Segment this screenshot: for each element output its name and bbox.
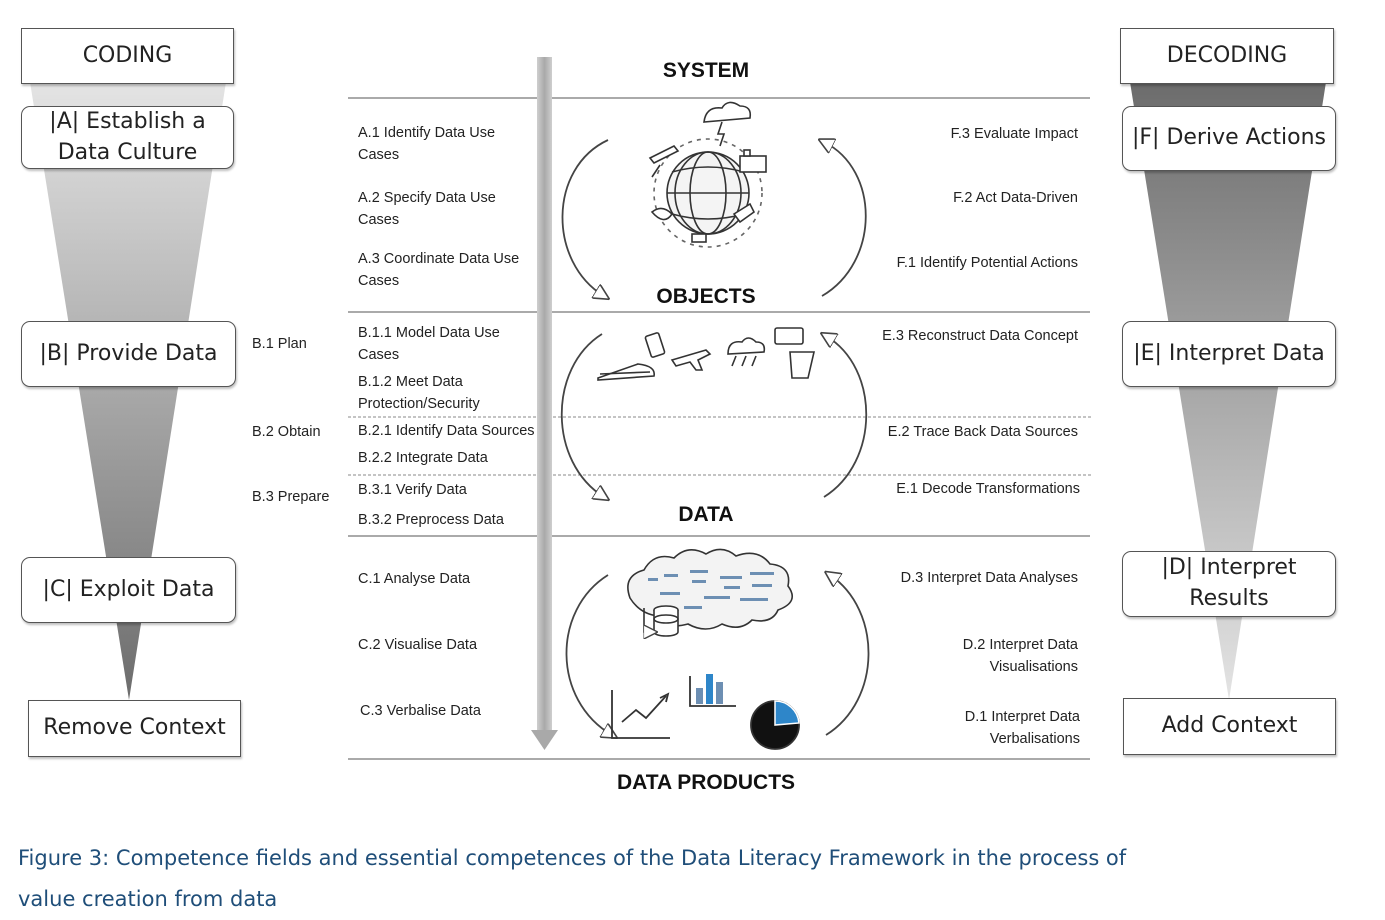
data-products-illustration xyxy=(612,674,799,749)
cycle-arrow-coding-data xyxy=(566,575,612,735)
stage-objects: OBJECTS xyxy=(656,285,755,309)
competence-e3: E.3 Reconstruct Data Concept xyxy=(850,325,1078,347)
competence-d2: D.2 Interpret Data Visualisations xyxy=(930,634,1078,678)
competence-f1: F.1 Identify Potential Actions xyxy=(860,252,1078,274)
b-group-plan: B.1 Plan xyxy=(252,333,307,355)
competence-d3: D.3 Interpret Data Analyses xyxy=(850,567,1078,589)
objects-icons-illustration xyxy=(598,328,814,380)
coding-header: CODING xyxy=(21,28,234,84)
competence-b21: B.2.1 Identify Data Sources xyxy=(358,420,535,442)
competence-e1: E.1 Decode Transformations xyxy=(850,478,1080,500)
competence-a2: A.2 Specify Data Use Cases xyxy=(358,187,528,231)
figure-caption: Figure 3: Competence fields and essentia… xyxy=(18,838,1138,920)
field-e-interpret-data: |E| Interpret Data xyxy=(1122,321,1336,387)
competence-b32: B.3.2 Preprocess Data xyxy=(358,509,504,531)
system-globe-illustration xyxy=(650,102,766,247)
competence-a1: A.1 Identify Data Use Cases xyxy=(358,122,528,166)
b-group-obtain: B.2 Obtain xyxy=(252,421,321,443)
competence-c1: C.1 Analyse Data xyxy=(358,568,470,590)
competence-a3: A.3 Coordinate Data Use Cases xyxy=(358,248,528,292)
competence-b31: B.3.1 Verify Data xyxy=(358,479,467,501)
competence-c3: C.3 Verbalise Data xyxy=(360,700,481,722)
add-context-box: Add Context xyxy=(1123,698,1336,755)
decoding-header: DECODING xyxy=(1120,28,1334,84)
competence-b22: B.2.2 Integrate Data xyxy=(358,447,488,469)
data-cloud-illustration xyxy=(628,549,792,636)
competence-f3: F.3 Evaluate Impact xyxy=(880,123,1078,145)
competence-c2: C.2 Visualise Data xyxy=(358,634,477,656)
competence-b12: B.1.2 Meet Data Protection/Security xyxy=(358,371,538,415)
competence-d1: D.1 Interpret Data Verbalisations xyxy=(930,706,1080,750)
competence-b11: B.1.1 Model Data Use Cases xyxy=(358,322,533,366)
field-c-exploit-data: |C| Exploit Data xyxy=(21,557,236,623)
field-d-interpret-results: |D| Interpret Results xyxy=(1122,551,1336,617)
b-group-prepare: B.3 Prepare xyxy=(252,486,329,508)
remove-context-box: Remove Context xyxy=(28,700,241,757)
field-b-provide-data: |B| Provide Data xyxy=(21,321,236,387)
competence-e2: E.2 Trace Back Data Sources xyxy=(850,421,1078,443)
cycle-arrow-decoding-data xyxy=(826,575,869,735)
field-f-derive-actions: |F| Derive Actions xyxy=(1122,106,1336,171)
stage-data: DATA xyxy=(678,503,733,527)
competence-f2: F.2 Act Data-Driven xyxy=(880,187,1078,209)
cycle-arrow-coding-system xyxy=(562,140,608,296)
cycle-arrow-coding-objects xyxy=(562,334,604,497)
stage-system: SYSTEM xyxy=(663,59,749,83)
field-a-establish-data-culture: |A| Establish a Data Culture xyxy=(21,106,234,169)
stage-data-products: DATA PRODUCTS xyxy=(617,771,795,795)
